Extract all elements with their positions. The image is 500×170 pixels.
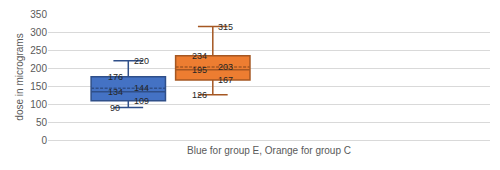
svg-text:250: 250: [30, 45, 47, 56]
svg-text:134: 134: [108, 87, 123, 97]
svg-text:Blue for group E, Orange for g: Blue for group E, Orange for group C: [187, 145, 351, 156]
svg-text:167: 167: [218, 75, 233, 85]
svg-text:350: 350: [30, 9, 47, 20]
svg-text:150: 150: [30, 81, 47, 92]
svg-text:50: 50: [36, 117, 48, 128]
svg-text:234: 234: [192, 51, 207, 61]
svg-text:195: 195: [192, 65, 207, 75]
svg-text:203: 203: [218, 62, 233, 72]
svg-text:109: 109: [134, 96, 149, 106]
svg-text:315: 315: [218, 22, 233, 32]
svg-text:300: 300: [30, 27, 47, 38]
svg-text:0: 0: [41, 135, 47, 146]
svg-text:100: 100: [30, 99, 47, 110]
svg-text:90: 90: [110, 103, 120, 113]
svg-text:176: 176: [108, 72, 123, 82]
svg-text:220: 220: [134, 56, 149, 66]
svg-text:144: 144: [134, 83, 149, 93]
svg-text:dose in micrograms: dose in micrograms: [14, 33, 25, 120]
svg-text:200: 200: [30, 63, 47, 74]
svg-text:126: 126: [192, 90, 207, 100]
